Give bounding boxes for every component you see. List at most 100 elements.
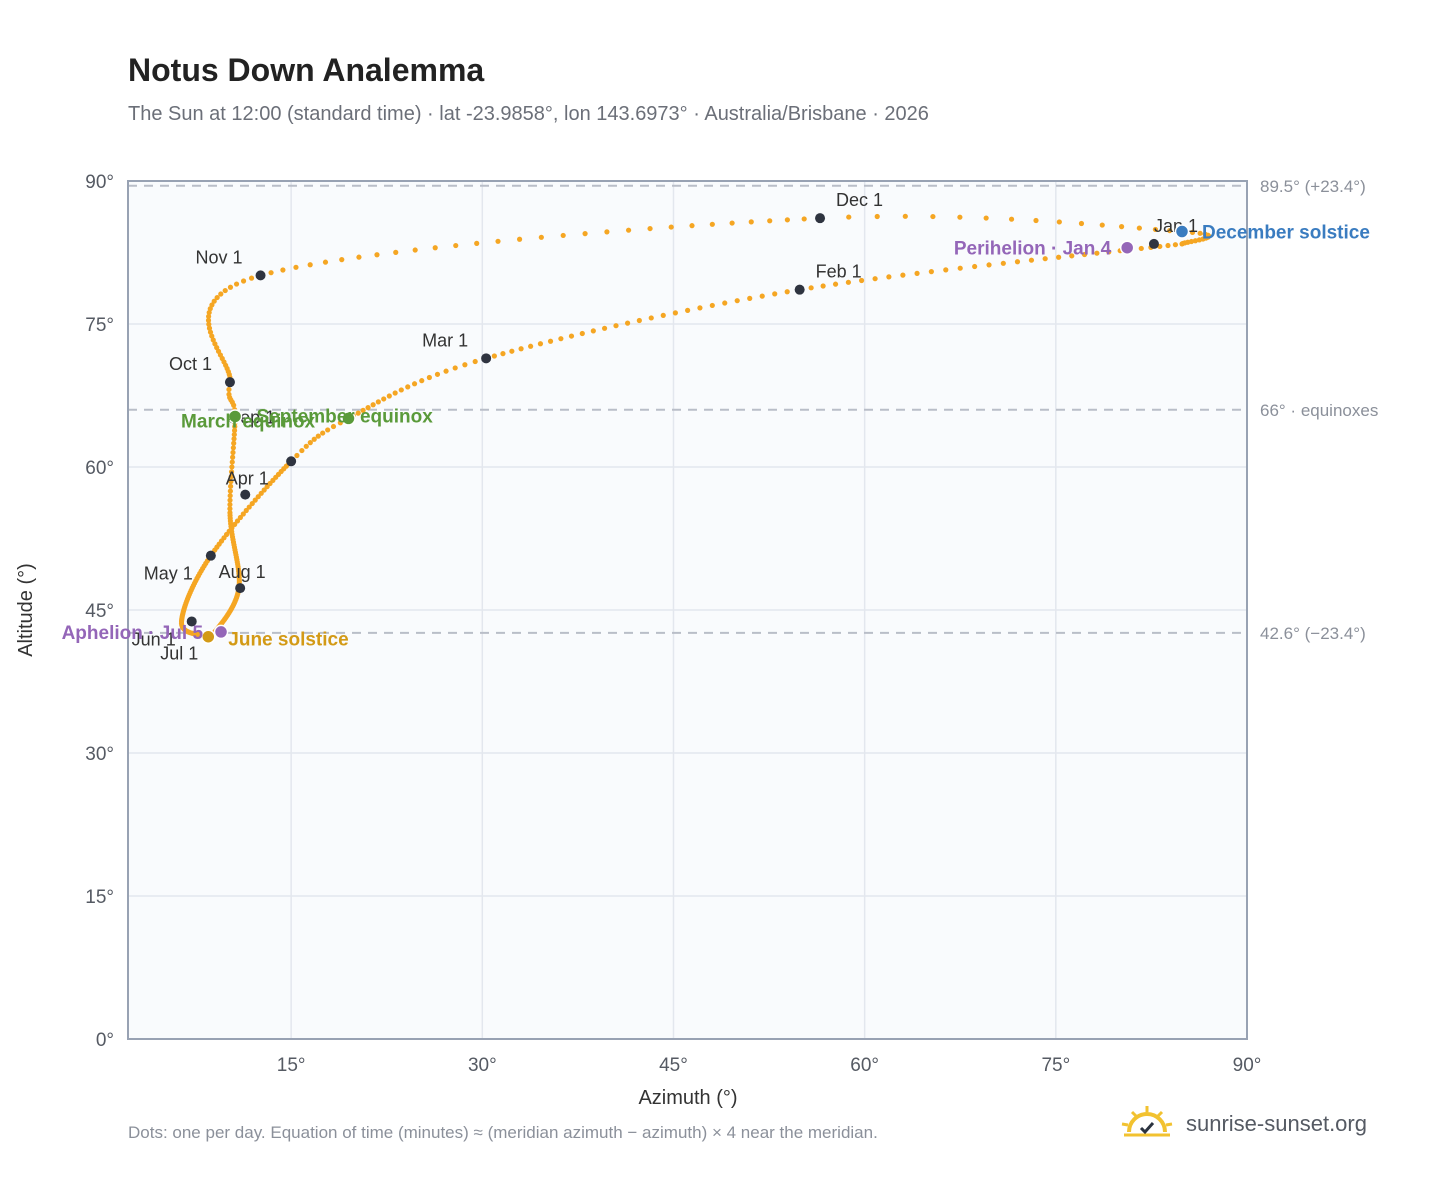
day-dot [246,504,252,510]
day-dot [672,310,678,316]
month-marker-label: Jul 1 [160,644,198,664]
day-dot [434,371,441,377]
day-dot [590,328,596,334]
day-dot [930,213,936,220]
day-dot [374,252,380,258]
x-tick-label: 45° [659,1055,688,1076]
day-dot [636,317,642,324]
day-dot [832,281,839,287]
day-dot [1069,253,1075,259]
day-dot [227,506,233,512]
day-dot [601,325,608,331]
y-tick-label: 75° [85,315,114,336]
event-marker-label: December solstice [1202,223,1370,244]
day-dot [206,321,212,327]
x-tick-label: 30° [468,1055,497,1076]
month-marker-label: Dec 1 [836,190,883,210]
day-dot [537,341,544,347]
month-marker-label: Aug 1 [219,562,266,582]
day-dot [360,407,366,413]
day-dot [392,390,398,396]
day-dot [299,447,305,454]
month-marker [286,456,297,467]
day-dot [303,443,309,449]
reference-line-label: 66° · equinoxes [1260,401,1378,420]
day-dot [240,511,246,517]
day-dot [972,263,978,270]
day-dot [767,218,773,224]
day-dot [1180,240,1186,247]
day-dot [405,384,411,390]
day-dot [1167,227,1173,234]
day-dot [381,396,387,402]
event-marker [201,629,216,644]
day-dot [500,351,506,357]
day-dot [516,236,523,242]
day-dot [624,320,631,326]
day-dot [518,346,524,352]
day-dot [237,514,243,521]
day-dot [206,313,212,320]
month-marker-label: Apr 1 [226,469,269,489]
day-dot [858,277,865,284]
day-dot [1008,216,1015,222]
day-dot [1000,260,1006,266]
month-marker-label: Nov 1 [196,247,243,267]
day-dot [914,270,920,276]
month-marker [815,213,826,224]
axis-ticks: 15° 30° 45° 60° 75° 90° 0° 15° 30° 45° 60° 75° 90° [85,172,1261,1076]
day-dot [759,293,765,299]
brand[interactable]: sunrise-sunset.org [1120,1102,1367,1146]
day-dot [243,507,249,514]
day-dot [568,333,575,339]
reference-line-label: 89.5° (+23.4°) [1260,177,1366,196]
day-dot [685,307,691,313]
day-dot [229,459,235,465]
month-marker [1148,238,1159,249]
day-dot [709,302,715,309]
day-dot [205,317,212,323]
day-dot [709,221,715,227]
day-dot [231,440,237,446]
day-dot [209,302,215,308]
day-dot [1189,229,1196,236]
day-dot [1056,254,1062,260]
x-tick-label: 75° [1041,1055,1070,1076]
day-dot [668,224,674,230]
day-dot [604,229,610,235]
event-marker [227,409,243,424]
day-dot [252,497,258,503]
day-dot [227,501,233,508]
day-dot [820,283,826,289]
day-dot [230,449,236,456]
y-tick-label: 60° [85,458,114,479]
day-dot [452,365,458,371]
brand-name[interactable]: sunrise-sunset.org [1186,1111,1367,1136]
day-dot [582,231,588,237]
chart-subtitle: The Sun at 12:00 (standard time) · lat -… [128,103,929,125]
day-dot [228,469,235,475]
event-marker [1119,240,1135,255]
day-dot [294,452,300,459]
month-marker [186,616,197,627]
x-tick-label: 90° [1233,1055,1262,1076]
day-dot [886,274,892,280]
day-dot [538,234,544,240]
day-dot [983,215,989,221]
x-axis-label: Azimuth (°) [638,1087,737,1109]
day-dot [613,323,619,329]
month-marker-label: May 1 [144,564,193,584]
day-dot [248,275,255,281]
day-dot [258,490,264,496]
day-dot [579,330,585,337]
day-dot [772,291,778,297]
x-tick-label: 15° [277,1055,306,1076]
day-dot [1152,226,1159,233]
day-dot [943,267,949,273]
day-dot [330,423,337,430]
day-dot [729,220,735,226]
month-marker-label: Mar 1 [422,330,468,350]
day-dot [370,402,376,408]
day-dot [206,325,213,331]
day-dot [1172,242,1179,248]
